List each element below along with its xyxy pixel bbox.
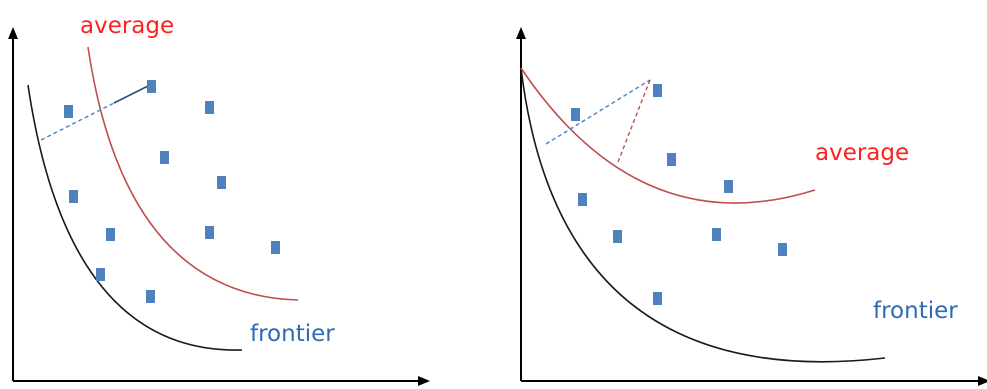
data-point	[724, 180, 733, 193]
data-point	[712, 228, 721, 241]
data-point	[96, 268, 105, 281]
left-frontier-label: frontier	[250, 321, 335, 347]
data-point	[106, 228, 115, 241]
right-frontier-label: frontier	[873, 298, 958, 324]
right-frontier-curve	[520, 67, 886, 363]
right-dashed-red-line	[617, 79, 651, 163]
data-point	[653, 84, 662, 97]
data-point	[69, 190, 78, 203]
data-point	[160, 151, 169, 164]
left-frontier-curve	[27, 84, 243, 351]
data-point	[146, 290, 155, 303]
data-point	[667, 153, 676, 166]
right-dashed-blue-line	[545, 79, 651, 145]
left-average-curve	[87, 46, 299, 301]
left-average-label: average	[80, 13, 174, 39]
data-point	[571, 108, 580, 121]
right-average-curve	[520, 67, 816, 204]
data-point	[613, 230, 622, 243]
data-point	[205, 226, 214, 239]
data-point	[217, 176, 226, 189]
data-point	[271, 241, 280, 254]
data-point	[578, 193, 587, 206]
data-point	[64, 105, 73, 118]
data-point	[778, 243, 787, 256]
left-solid-line	[113, 84, 151, 104]
data-point	[205, 101, 214, 114]
data-point	[653, 292, 662, 305]
data-point	[147, 80, 156, 93]
right-average-label: average	[815, 140, 909, 166]
left-panel: average frontier	[8, 13, 430, 386]
right-panel: average frontier	[516, 27, 987, 386]
